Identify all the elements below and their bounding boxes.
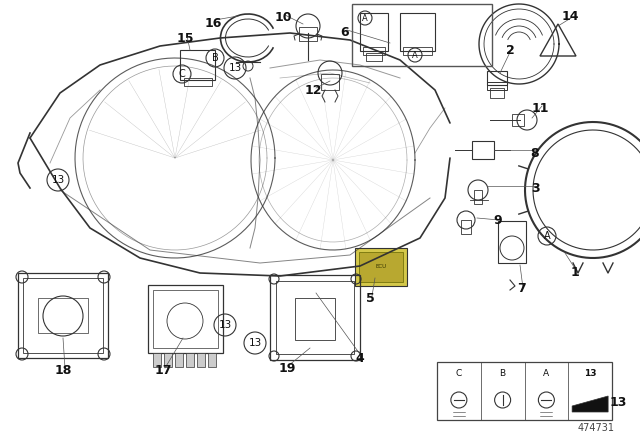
Bar (270, 275, 360, 360)
Bar (360, 13, 388, 51)
Bar (487, 71, 507, 85)
Bar (38, 298, 88, 333)
Text: 5: 5 (365, 292, 374, 305)
Bar (487, 82, 507, 90)
Bar (359, 252, 403, 282)
Text: B: B (500, 370, 506, 379)
Text: 9: 9 (493, 214, 502, 227)
Bar (164, 353, 172, 367)
Bar (184, 78, 212, 86)
Bar (403, 47, 432, 55)
Text: 13: 13 (584, 370, 596, 379)
Text: 474731: 474731 (578, 423, 615, 433)
Bar (363, 47, 385, 55)
Text: 13: 13 (51, 175, 65, 185)
Text: 12: 12 (304, 83, 322, 96)
Bar (321, 74, 339, 90)
Text: B: B (212, 53, 218, 63)
Text: 13: 13 (218, 320, 232, 330)
Text: A: A (543, 370, 549, 379)
Text: 13: 13 (609, 396, 627, 409)
Text: C: C (456, 370, 462, 379)
Text: 10: 10 (275, 10, 292, 23)
Bar (18, 273, 108, 358)
Bar (23, 278, 103, 353)
Bar (474, 190, 482, 204)
Bar (299, 27, 317, 41)
Text: 19: 19 (278, 362, 296, 375)
Text: 4: 4 (356, 352, 364, 365)
Text: 11: 11 (531, 102, 548, 115)
Bar (175, 353, 183, 367)
Text: 2: 2 (506, 43, 515, 56)
Bar (461, 220, 471, 234)
Text: A: A (544, 231, 550, 241)
Bar (400, 13, 435, 51)
Bar (153, 290, 218, 348)
Bar (295, 298, 335, 340)
Text: 17: 17 (154, 363, 172, 376)
Bar (153, 353, 161, 367)
Text: A: A (362, 13, 368, 22)
Text: 6: 6 (340, 26, 349, 39)
Bar (148, 285, 223, 353)
Bar (490, 88, 504, 98)
Text: C: C (179, 69, 186, 79)
Text: ECU: ECU (376, 264, 387, 270)
Text: 16: 16 (204, 17, 221, 30)
Bar (352, 4, 492, 66)
Text: 13: 13 (228, 63, 242, 73)
Text: 14: 14 (561, 9, 579, 22)
Text: 1: 1 (571, 267, 579, 280)
Text: 15: 15 (176, 31, 194, 44)
Text: 3: 3 (531, 181, 540, 194)
Polygon shape (572, 396, 608, 412)
Text: 7: 7 (518, 281, 526, 294)
Bar (512, 114, 524, 126)
Bar (180, 50, 215, 80)
Bar (186, 353, 194, 367)
Bar (366, 53, 382, 61)
Bar (276, 281, 354, 354)
Bar (197, 353, 205, 367)
Bar (355, 248, 407, 286)
Bar (437, 362, 612, 420)
Bar (498, 221, 526, 263)
Text: A: A (412, 51, 418, 60)
Text: 8: 8 (531, 146, 540, 159)
Text: 13: 13 (248, 338, 262, 348)
Bar (208, 353, 216, 367)
Bar (472, 141, 494, 159)
Text: 18: 18 (54, 363, 72, 376)
